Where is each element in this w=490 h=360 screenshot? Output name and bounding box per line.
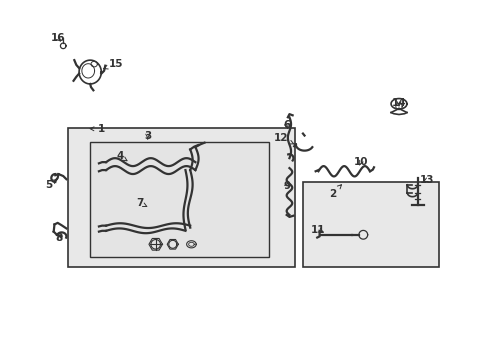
Text: 3: 3 [144,131,151,141]
Text: 9: 9 [283,181,290,191]
Text: 10: 10 [354,157,368,167]
Bar [302,182,440,267]
Text: 5: 5 [45,179,57,190]
Bar [90,142,269,257]
Text: 4: 4 [116,151,127,161]
Text: 15: 15 [103,59,123,69]
Text: 7: 7 [136,198,147,208]
Text: 11: 11 [311,225,326,235]
Text: 2: 2 [329,185,342,199]
Text: 1: 1 [90,124,105,134]
Text: 6: 6 [283,120,290,130]
Text: 13: 13 [419,175,434,185]
Text: 12: 12 [274,133,294,144]
Text: 14: 14 [392,98,406,108]
Bar [69,129,294,267]
Text: 16: 16 [50,33,65,43]
Text: 8: 8 [56,233,63,243]
